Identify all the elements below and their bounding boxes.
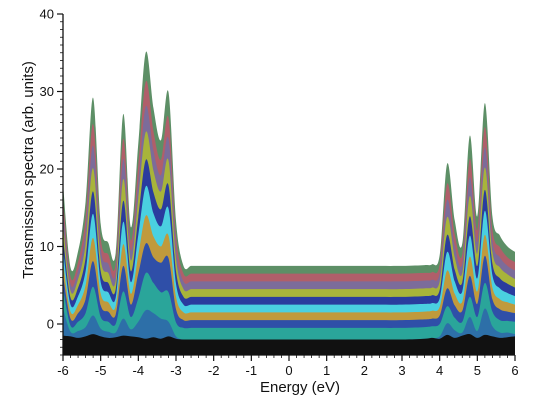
x-tick-label: 5 xyxy=(474,363,481,378)
y-tick-label: 30 xyxy=(40,84,54,99)
x-tick-label: 1 xyxy=(323,363,330,378)
axis-ticks: 0 10 20 30 40 -6 -5 -4 -3 -2 -1 0 1 2 3 4 5 6 xyxy=(40,7,519,379)
x-tick-label: -2 xyxy=(208,363,220,378)
x-tick-label: -6 xyxy=(57,363,69,378)
x-tick-label: 2 xyxy=(361,363,368,378)
spectra-layer xyxy=(63,51,515,356)
x-axis-title: Energy (eV) xyxy=(260,379,340,396)
x-tick-label: -5 xyxy=(95,363,107,378)
x-tick-label: 6 xyxy=(511,363,518,378)
x-tick-label: 3 xyxy=(398,363,405,378)
y-tick-label: 0 xyxy=(47,317,54,332)
spectrum-layer-1 xyxy=(63,334,515,355)
y-axis-title: Transmission spectra (arb. units) xyxy=(20,61,37,279)
axes: 0 10 20 30 40 -6 -5 -4 -3 -2 -1 0 1 2 3 4 5 6 xyxy=(40,7,519,379)
y-tick-label: 10 xyxy=(40,239,54,254)
y-tick-label: 20 xyxy=(40,162,54,177)
x-tick-label: -1 xyxy=(246,363,258,378)
x-tick-label: -4 xyxy=(133,363,145,378)
x-tick-label: -3 xyxy=(170,363,182,378)
x-tick-label: 4 xyxy=(436,363,443,378)
x-tick-label: 0 xyxy=(285,363,292,378)
y-tick-label: 40 xyxy=(40,7,54,22)
spectrum-layer-3 xyxy=(63,272,515,355)
